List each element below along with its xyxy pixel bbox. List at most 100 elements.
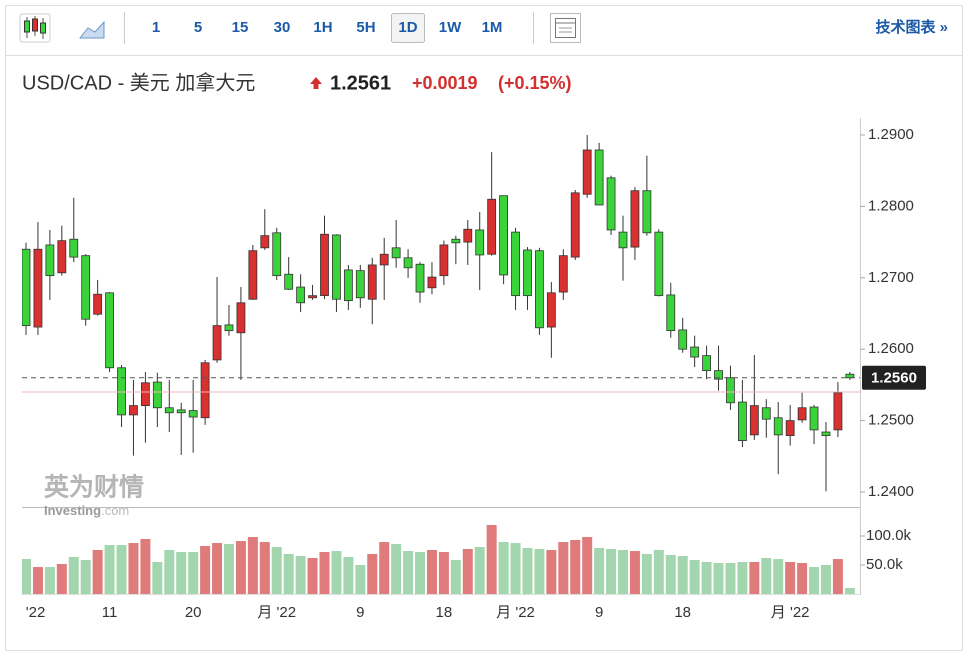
volume-bar xyxy=(832,559,843,594)
volume-bar xyxy=(677,556,688,594)
candle-body xyxy=(117,367,126,416)
candle-body xyxy=(164,407,174,414)
volume-bar xyxy=(367,553,378,594)
candle-body xyxy=(93,293,103,315)
candle-body xyxy=(606,177,616,231)
up-arrow xyxy=(310,77,322,89)
volume-bar xyxy=(797,563,808,594)
volume-bar xyxy=(331,551,342,594)
icon-box[interactable] xyxy=(19,13,51,43)
volume-bar xyxy=(450,560,461,594)
candle-body xyxy=(57,240,67,274)
x-tick-label: 9 xyxy=(595,604,603,621)
interval-button[interactable]: 1D xyxy=(398,19,417,36)
plot-area: 月 '22 11 20 月 '22 9 18 月 '22 9 18 月 '22 xyxy=(7,134,855,621)
candle-body xyxy=(785,420,795,436)
volume-bar xyxy=(725,563,736,594)
volume-bar xyxy=(92,549,103,594)
interval-button[interactable]: 1W xyxy=(439,19,462,36)
candle-body xyxy=(833,392,843,431)
candle-body xyxy=(726,377,735,404)
candle-body xyxy=(475,229,485,256)
candle-body xyxy=(642,190,652,234)
volume-bar xyxy=(618,549,628,594)
candle-body xyxy=(499,195,509,276)
volume-bar xyxy=(546,549,557,594)
volume-bar xyxy=(200,545,211,594)
volume-bar xyxy=(116,544,127,594)
volume-bar xyxy=(188,552,199,594)
candle-body xyxy=(618,231,628,249)
candle-body xyxy=(69,238,79,258)
candle-body xyxy=(594,149,604,206)
interval-button[interactable]: 30 xyxy=(274,19,291,36)
volume-bar xyxy=(379,542,390,594)
frame xyxy=(5,5,963,651)
candle-body xyxy=(582,149,592,195)
candle-body xyxy=(343,269,353,302)
candle-body xyxy=(22,248,31,327)
candle-body xyxy=(332,234,341,300)
candle-body xyxy=(714,370,723,380)
x-tick-label: 9 xyxy=(356,604,364,621)
volume-bar xyxy=(283,553,294,594)
x-tick-label: 月 '22 xyxy=(496,604,535,621)
interval-button[interactable]: 1 xyxy=(152,19,160,36)
candle-body xyxy=(666,294,676,332)
candle-body xyxy=(391,247,401,259)
volume-bar xyxy=(32,567,43,594)
volume-bar xyxy=(689,560,700,594)
layout-icon[interactable] xyxy=(550,13,581,43)
volume-bar xyxy=(773,559,784,594)
candle-body xyxy=(451,238,461,244)
interval-button[interactable]: 1M xyxy=(482,19,503,36)
candle-body xyxy=(224,324,234,332)
volume-bar xyxy=(665,555,676,594)
x-tick-label: 月 '22 xyxy=(7,604,46,621)
volume-bar xyxy=(22,559,31,594)
active-interval-box[interactable] xyxy=(391,13,425,43)
interval-button[interactable]: 5 xyxy=(194,19,202,36)
candle-body xyxy=(546,292,556,328)
volume-bar xyxy=(701,561,712,594)
candle-body xyxy=(379,253,389,266)
volume-bar xyxy=(164,549,175,594)
candle-body xyxy=(702,355,711,372)
candle-body xyxy=(140,382,150,407)
watermark-en: Investing.com xyxy=(44,503,129,518)
x-tick-label: 月 '22 xyxy=(771,604,810,621)
candle-body xyxy=(284,273,294,290)
candle-body xyxy=(511,231,520,297)
candle-body xyxy=(427,276,437,289)
candle-body xyxy=(654,231,664,297)
volume-bar xyxy=(820,565,831,594)
candle-body xyxy=(415,263,425,293)
symbol-name: USD/CAD - 美元 加拿大元 xyxy=(22,70,255,94)
y-tick-label: 1.2900 xyxy=(868,126,914,143)
icon-area[interactable] xyxy=(78,20,105,39)
volume-bar xyxy=(235,540,246,594)
interval-button[interactable]: 5H xyxy=(356,19,375,36)
candle-body xyxy=(33,248,43,328)
watermark-en-suffix: .com xyxy=(101,503,129,518)
y-tick-label: 1.2600 xyxy=(868,340,914,357)
candle-icon[interactable] xyxy=(19,13,51,43)
technical-link[interactable]: 技术图表 » xyxy=(875,18,948,36)
icon-body xyxy=(24,20,30,33)
volume-bar xyxy=(247,536,258,594)
volume-bar xyxy=(176,552,187,594)
interval-button[interactable]: 15 xyxy=(232,19,249,36)
volume-bar xyxy=(558,542,569,594)
candle-body xyxy=(463,228,473,243)
volume-bar xyxy=(785,561,796,594)
volume-tick-label: 50.0k xyxy=(866,556,903,573)
area-icon[interactable] xyxy=(78,20,105,39)
icon-body xyxy=(32,18,38,32)
volume-bar xyxy=(319,552,330,594)
volume-bar xyxy=(355,565,366,594)
candle-body xyxy=(797,407,807,421)
candle-body xyxy=(176,409,186,414)
interval-button[interactable]: 1H xyxy=(313,19,332,36)
icon-body xyxy=(40,22,46,34)
